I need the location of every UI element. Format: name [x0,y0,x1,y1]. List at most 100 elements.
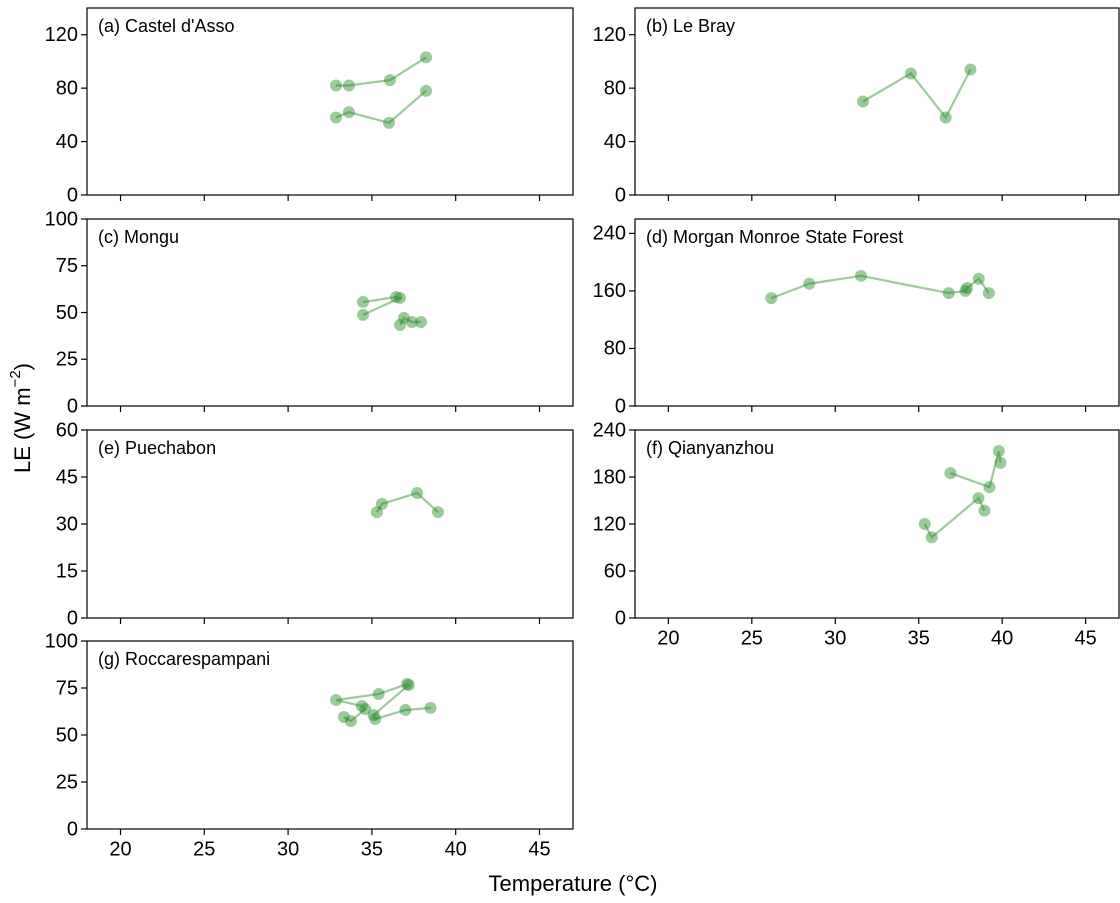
y-tick-label: 0 [67,395,78,417]
point [939,111,952,124]
point [972,492,985,505]
point [904,67,917,80]
y-tick-label: 0 [67,818,78,840]
y-axis-label-text: LE (W m [10,387,35,473]
y-tick-label: 120 [45,24,78,46]
point [390,290,403,303]
point [344,715,357,728]
point [369,713,382,726]
x-tick-label: 25 [193,838,215,860]
point [375,497,388,510]
x-tick-label: 35 [908,627,930,649]
y-tick-label: 80 [604,77,626,99]
plot-frame [86,7,574,196]
plot-frame [86,640,574,830]
series-line [923,450,1002,540]
x-tick-label: 25 [741,627,763,649]
point [420,84,433,97]
point [983,481,996,494]
y-tick-label: 40 [604,131,626,153]
plot-frame [634,7,1120,196]
panel-title: (b) Le Bray [646,16,735,36]
point [394,319,407,332]
x-tick-label: 40 [991,627,1013,649]
y-tick-label: 75 [56,255,78,277]
point [330,111,343,124]
y-tick-label: 40 [56,131,78,153]
panel-title: (a) Castel d'Asso [98,16,235,36]
y-tick-label: 50 [56,302,78,324]
point [765,292,778,305]
point [978,504,991,517]
point [424,701,437,714]
point [414,316,427,329]
point [992,445,1005,458]
point [383,74,396,87]
point [342,106,355,119]
y-axis-label: LE (W m−2) [7,363,35,473]
point [942,287,955,300]
point [401,678,414,691]
point [405,316,418,329]
point [431,506,444,519]
point [370,506,383,519]
series-line [335,56,427,125]
point [337,710,350,723]
point [854,269,867,282]
x-tick-label: 45 [1074,627,1096,649]
point [402,678,415,691]
point [959,284,972,297]
point [367,709,380,722]
y-tick-label: 0 [67,184,78,206]
point [399,703,412,716]
y-tick-label: 100 [45,630,78,652]
y-tick-label: 80 [56,77,78,99]
y-tick-label: 50 [56,724,78,746]
y-tick-label: 120 [593,24,626,46]
point [382,116,395,129]
y-tick-label: 160 [593,280,626,302]
y-tick-label: 240 [593,223,626,245]
series-line [362,295,421,326]
series-line [335,682,431,723]
panel-title: (c) Mongu [98,227,179,247]
x-axis-label: Temperature (°C) [489,871,658,896]
point [982,287,995,300]
series-line [375,491,439,513]
y-axis-label-exponent: −2 [7,370,24,387]
y-tick-label: 45 [56,466,78,488]
point [994,456,1007,469]
y-tick-label: 25 [56,349,78,371]
y-tick-label: 60 [604,560,626,582]
plot-frame [634,429,1120,619]
y-tick-label: 30 [56,513,78,535]
y-tick-label: 80 [604,338,626,360]
panel-title: (f) Qianyanzhou [646,438,774,458]
point [803,277,816,290]
point [372,688,385,701]
y-tick-label: 240 [593,419,626,441]
point [961,282,974,295]
y-tick-label: 0 [67,607,78,629]
plot-frame [634,218,1120,407]
point [411,486,424,499]
y-tick-label: 0 [615,395,626,417]
x-tick-label: 30 [277,838,299,860]
point [355,700,368,713]
point [357,308,370,321]
y-tick-label: 100 [45,208,78,230]
y-tick-label: 120 [593,513,626,535]
x-tick-label: 20 [657,627,679,649]
x-tick-label: 20 [109,838,131,860]
series-line [862,68,972,120]
y-tick-label: 180 [593,466,626,488]
point [925,531,938,544]
y-tick-label: 25 [56,771,78,793]
point [359,703,372,716]
series-line [770,274,990,300]
y-tick-label: 0 [615,607,626,629]
point [342,79,355,92]
panel-title: (g) Roccarespampani [98,649,270,669]
point [397,311,410,324]
